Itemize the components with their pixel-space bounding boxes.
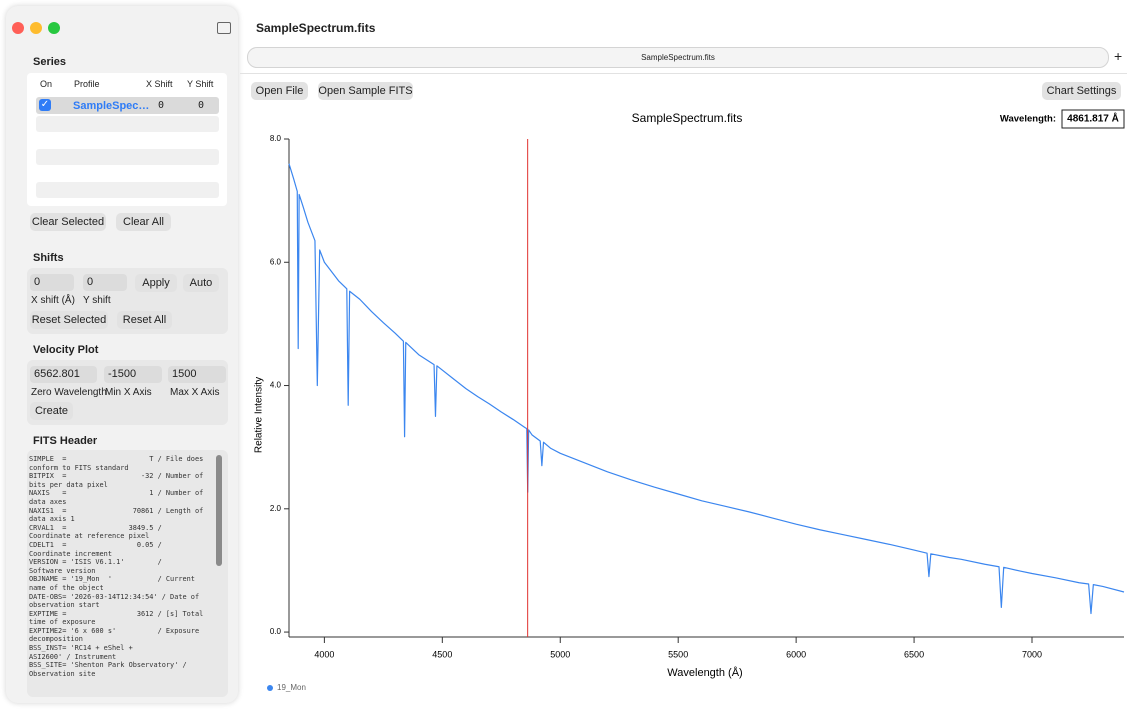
- x-tick-label: 4000: [314, 649, 334, 659]
- y-shift: 0: [198, 100, 205, 111]
- minimize-button[interactable]: [30, 22, 42, 34]
- section-heading: FITS Header: [33, 435, 98, 447]
- legend-swatch: [267, 685, 273, 691]
- fits-line: conform to FITS standard: [29, 463, 129, 472]
- fits-line: SIMPLE = T / File does: [29, 455, 204, 463]
- fits-line: data axis 1: [29, 515, 75, 524]
- y-axis-label: Relative Intensity: [254, 377, 265, 453]
- profile-name: SampleSpec…: [73, 100, 150, 112]
- x-tick-label: 7000: [1022, 649, 1042, 659]
- x-tick-label: 6000: [786, 649, 806, 659]
- window-title: SampleSpectrum.fits: [256, 21, 376, 35]
- fits-line: data axes: [29, 497, 67, 506]
- y-tick-label: 4.0: [270, 381, 282, 390]
- field-label: Y shift: [83, 295, 111, 306]
- chart: SampleSpectrum.fits Wavelength (Å) Relat…: [254, 109, 1125, 692]
- field-label: Max X Axis: [170, 387, 220, 398]
- cursor-value: 4861.817 Å: [1067, 112, 1119, 125]
- section-heading: Velocity Plot: [33, 344, 99, 356]
- fits-line: time of exposure: [29, 618, 96, 627]
- text-field[interactable]: -1500: [104, 366, 162, 383]
- y-tick-label: 0.0: [270, 627, 282, 636]
- zoom-button[interactable]: [48, 22, 60, 34]
- fits-line: BSS_INST= 'RC14 + eShel +: [29, 644, 133, 653]
- fits-line: decomposition: [29, 635, 83, 644]
- button[interactable]: Clear Selected: [30, 213, 106, 231]
- add-tab-button[interactable]: +: [1114, 48, 1123, 64]
- fits-line: BSS_SITE= 'Shenton Park Observatory' /: [29, 661, 187, 670]
- field-label: Zero Wavelength: [31, 387, 107, 398]
- y-tick-label: 6.0: [270, 257, 282, 266]
- button[interactable]: Reset All: [117, 311, 172, 329]
- fits-line: Coordinate increment: [29, 549, 112, 558]
- empty-row: [36, 182, 219, 198]
- sidebar-toggle[interactable]: [217, 22, 231, 34]
- text-field[interactable]: 0: [30, 274, 74, 291]
- button[interactable]: Apply: [135, 274, 177, 292]
- x-tick-label: 5000: [550, 649, 570, 659]
- fits-header-text: SIMPLE = T / File does conform to FITS st…: [29, 455, 203, 678]
- empty-row: [36, 149, 219, 165]
- fits-line: NAXIS1 = 70861 / Length of: [29, 506, 204, 515]
- button[interactable]: Auto: [183, 274, 219, 292]
- chart-title: SampleSpectrum.fits: [632, 111, 743, 125]
- fits-line: Coordinate at reference pixel: [29, 532, 150, 541]
- fits-line: observation start: [29, 601, 100, 610]
- legend-label: 19_Mon: [277, 683, 306, 692]
- fits-header-panel: SIMPLE = T / File does conform to FITS st…: [27, 450, 228, 697]
- column-header: Profile: [74, 79, 100, 89]
- tab[interactable]: SampleSpectrum.fits: [247, 47, 1109, 68]
- cursor-label: Wavelength:: [1000, 114, 1056, 125]
- fits-line: Software version: [29, 566, 96, 575]
- x-tick-label: 4500: [432, 649, 452, 659]
- scrollbar[interactable]: [216, 455, 222, 566]
- fits-line: ASI2600' / Instrument: [29, 652, 117, 661]
- text-field[interactable]: 1500: [168, 366, 226, 383]
- y-tick-label: 2.0: [270, 504, 282, 513]
- button[interactable]: Clear All: [116, 213, 171, 231]
- spectrum-line: [288, 163, 1125, 615]
- x-tick-label: 6500: [904, 649, 924, 659]
- checkbox[interactable]: ✓: [39, 99, 51, 111]
- button[interactable]: Open Sample FITS: [318, 82, 413, 100]
- column-header: Y Shift: [187, 79, 214, 89]
- field-label: X shift (Å): [31, 295, 75, 306]
- fits-line: VERSION = 'ISIS V6.1.1' /: [29, 558, 162, 567]
- text-field[interactable]: 6562.801: [30, 366, 97, 383]
- button[interactable]: Reset Selected: [30, 311, 108, 329]
- button[interactable]: Create: [30, 402, 73, 420]
- fits-line: DATE-OBS= '2026-03-14T12:34:54' / Date o…: [29, 592, 200, 601]
- section-heading: Shifts: [33, 252, 64, 264]
- button[interactable]: Chart Settings: [1042, 82, 1121, 100]
- fits-line: OBJNAME = '19_Mon ' / Current: [29, 575, 195, 584]
- y-tick-label: 8.0: [270, 134, 282, 143]
- button[interactable]: Open File: [251, 82, 308, 100]
- fits-line: CDELT1 = 0.05 /: [29, 540, 162, 549]
- fits-line: NAXIS = 1 / Number of: [29, 489, 204, 498]
- separator: [240, 73, 1127, 74]
- x-shift: 0: [158, 100, 165, 111]
- fits-line: CRVAL1 = 3849.5 /: [29, 523, 162, 532]
- column-header: On: [40, 79, 53, 89]
- close-button[interactable]: [12, 22, 24, 34]
- section-heading: Series: [33, 56, 67, 68]
- x-tick-label: 5500: [668, 649, 688, 659]
- empty-row: [36, 116, 219, 132]
- field-label: Min X Axis: [105, 387, 152, 398]
- fits-line: EXPTIME2= '6 x 600 s' / Exposure: [29, 626, 200, 635]
- cursor-box: [1061, 109, 1125, 129]
- text-field[interactable]: 0: [83, 274, 127, 291]
- fits-line: BITPIX = -32 / Number of: [29, 472, 204, 481]
- fits-line: bits per data pixel: [29, 480, 108, 489]
- fits-line: EXPTIME = 3612 / [s] Total: [29, 609, 204, 618]
- fits-line: Observation site: [29, 669, 96, 678]
- series-row[interactable]: [36, 97, 219, 114]
- x-axis-label: Wavelength (Å): [667, 666, 742, 679]
- column-header: X Shift: [146, 79, 173, 89]
- fits-line: name of the object: [29, 583, 104, 592]
